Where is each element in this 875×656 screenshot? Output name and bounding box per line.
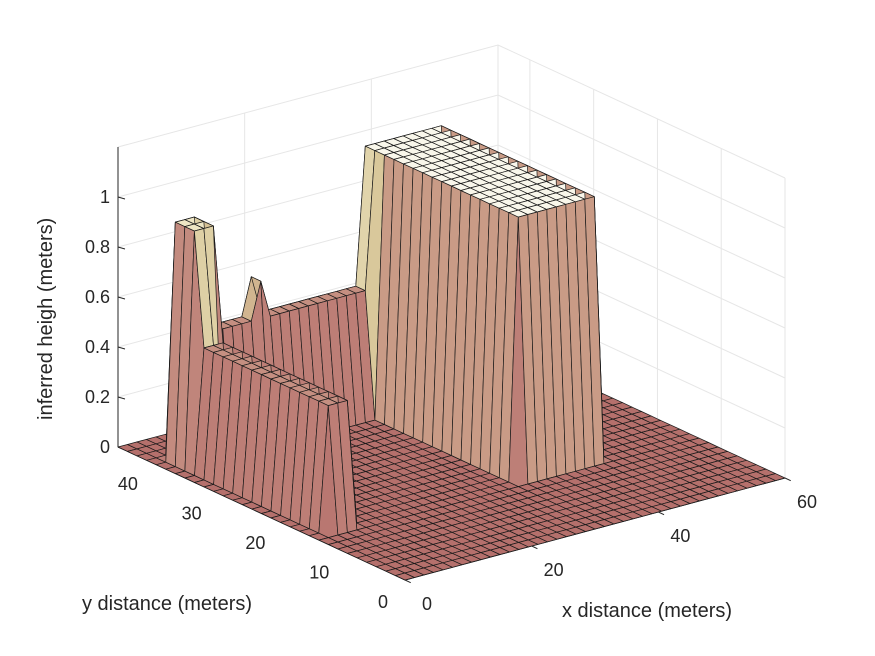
x-tick (404, 579, 411, 584)
surface-patch (765, 473, 786, 481)
z-tick (117, 296, 126, 300)
z-tick (117, 196, 126, 200)
grid-line (117, 144, 786, 279)
grid-line (117, 94, 786, 229)
x-tick-label: 60 (797, 492, 817, 512)
z-tick (117, 346, 126, 350)
x-tick (531, 545, 538, 550)
z-tick-label: 0.6 (85, 287, 110, 307)
y-tick-label: 20 (245, 533, 265, 553)
x-tick (784, 477, 791, 482)
y-axis-label: y distance (meters) (82, 593, 252, 615)
x-tick-label: 40 (670, 526, 690, 546)
y-tick-label: 10 (309, 562, 329, 582)
axis-labels: x distance (meters) y distance (meters) … (35, 218, 732, 622)
x-tick-label: 20 (544, 560, 564, 580)
z-tick-label: 0.2 (85, 387, 110, 407)
y-tick-label: 40 (118, 474, 138, 494)
surface-mesh (117, 125, 786, 581)
z-tick (117, 396, 126, 400)
z-tick-label: 1 (100, 187, 110, 207)
y-tick-label: 30 (182, 503, 202, 523)
z-tick (117, 246, 126, 250)
z-tick-label: 0.8 (85, 237, 110, 257)
z-tick-label: 0.4 (85, 337, 110, 357)
x-tick (658, 511, 665, 516)
x-axis-label: x distance (meters) (562, 600, 732, 622)
y-tick-label: 0 (378, 592, 388, 612)
z-tick-label: 0 (100, 437, 110, 457)
grid-line (117, 44, 786, 179)
x-tick-label: 0 (422, 594, 432, 614)
z-axis-label: inferred heigh (meters) (35, 218, 57, 420)
